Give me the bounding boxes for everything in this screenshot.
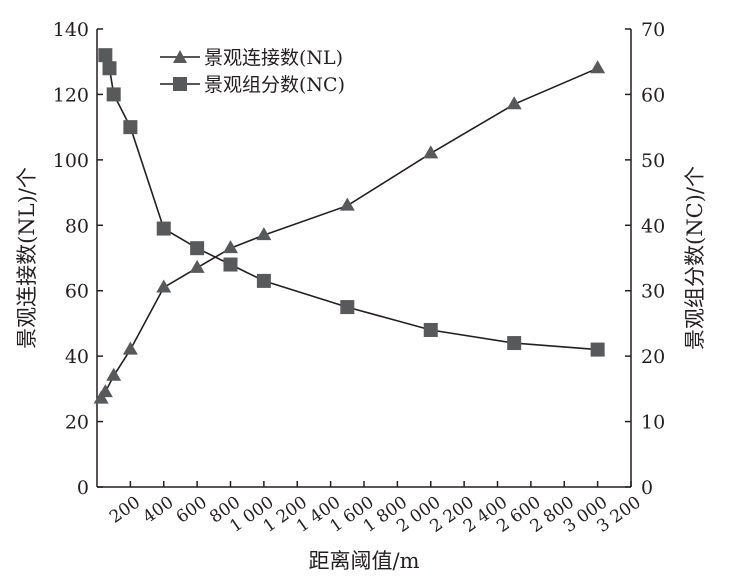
nc-marker	[106, 87, 121, 102]
series-layer	[93, 48, 606, 404]
nl-marker	[189, 259, 205, 273]
legend-label-nc: 景观组分数(NC)	[204, 74, 345, 96]
right-y-tick-label: 70	[641, 19, 665, 41]
left-y-tick-label: 60	[65, 281, 89, 303]
right-y-axis-title: 景观组分数(NC)/个	[683, 166, 707, 350]
nl-marker	[93, 390, 109, 404]
nc-marker	[507, 336, 522, 351]
right-y-tick-label: 40	[641, 215, 665, 237]
nc-marker	[156, 221, 171, 236]
right-y-tick-label: 0	[641, 477, 653, 499]
nl-marker	[106, 367, 122, 381]
nl-marker	[506, 96, 522, 110]
ticks: 0 20 40 60 80 100 120 140 0 10 20 30 40 50 60 70 2004006…	[53, 19, 665, 537]
legend-marker-nl	[173, 50, 187, 63]
legend-label-nl: 景观连接数(NL)	[204, 47, 343, 69]
legend-marker-nc	[173, 77, 187, 91]
right-y-tick-label: 50	[641, 150, 665, 172]
nl-marker	[156, 279, 172, 293]
left-y-axis-title: 景观连接数(NL)/个	[15, 167, 39, 349]
nc-marker	[223, 257, 238, 272]
x-axis-title: 距离阈值/m	[309, 549, 420, 573]
nc-marker	[190, 241, 205, 256]
nc-marker	[256, 273, 271, 288]
x-tick-label: 200	[106, 493, 144, 528]
left-y-tick-label: 140	[53, 19, 89, 41]
left-y-tick-label: 40	[65, 346, 89, 368]
nc-marker	[340, 300, 355, 315]
nc-marker	[102, 61, 117, 76]
nl-marker	[97, 384, 113, 398]
nc-marker	[98, 48, 113, 63]
nc-marker	[423, 322, 438, 337]
nl-marker	[223, 240, 238, 254]
left-y-tick-label: 80	[65, 215, 89, 237]
nl-marker	[590, 60, 606, 74]
right-y-tick-label: 30	[641, 281, 665, 303]
right-y-tick-label: 20	[641, 346, 665, 368]
nc-marker	[590, 342, 605, 357]
nl-marker	[423, 145, 439, 159]
nl-marker	[122, 341, 138, 355]
axes	[96, 29, 632, 488]
left-y-tick-label: 0	[77, 477, 89, 499]
series-line-1	[100, 67, 598, 400]
left-y-tick-label: 100	[53, 150, 89, 172]
right-y-tick-label: 10	[641, 412, 665, 434]
right-y-tick-label: 60	[641, 84, 665, 106]
left-y-tick-label: 20	[65, 412, 89, 434]
nl-marker	[339, 197, 355, 211]
legend: 景观连接数(NL) 景观组分数(NC)	[160, 47, 345, 96]
nc-marker	[123, 120, 138, 135]
left-y-tick-label: 120	[53, 84, 89, 106]
x-tick-label: 400	[139, 493, 177, 528]
nl-marker	[256, 227, 272, 241]
x-tick-label: 600	[173, 493, 211, 528]
